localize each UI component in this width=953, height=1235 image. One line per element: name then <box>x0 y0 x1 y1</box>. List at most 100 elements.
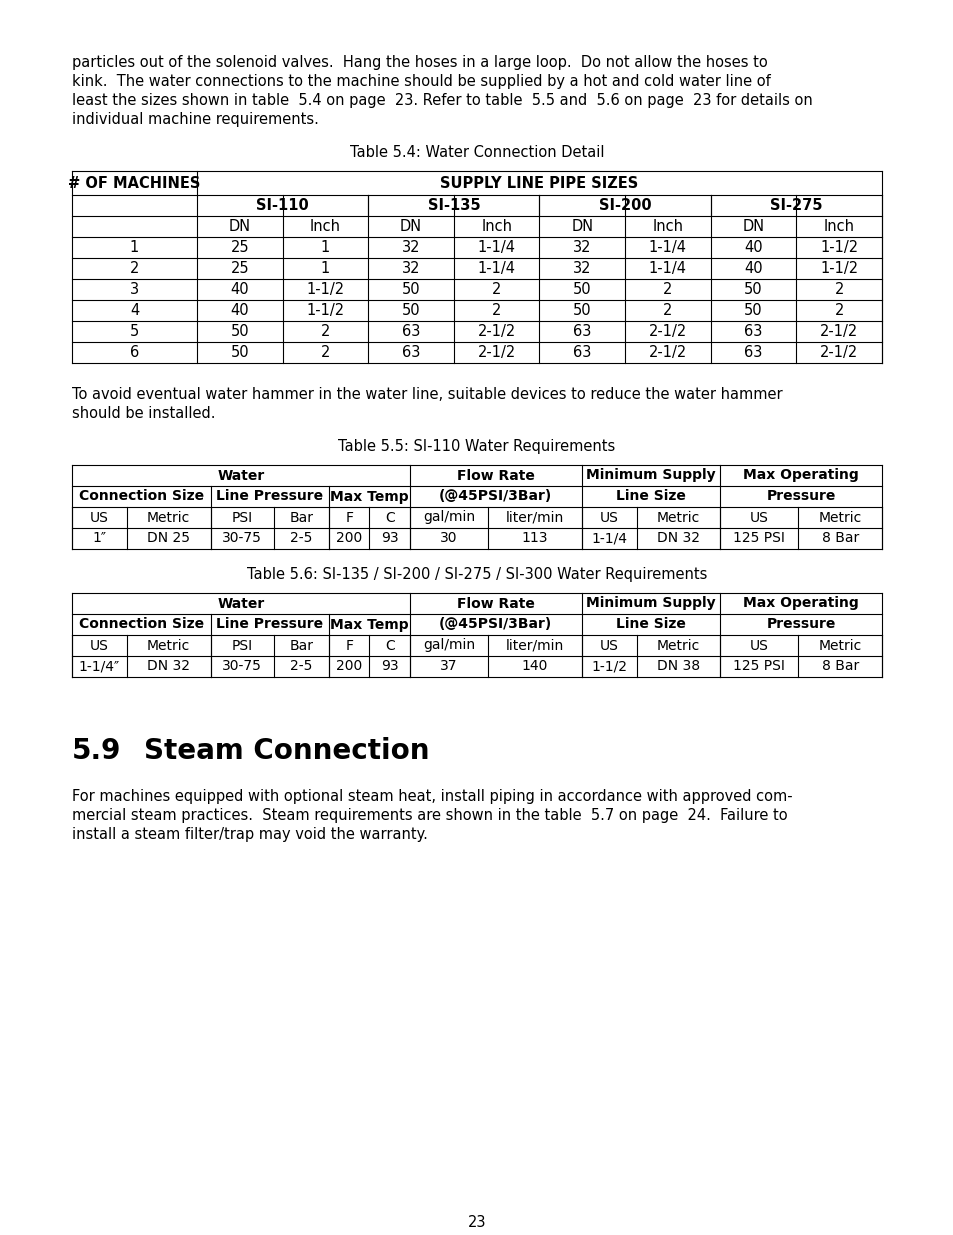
Text: 8 Bar: 8 Bar <box>821 531 858 546</box>
Text: 32: 32 <box>573 240 591 254</box>
Text: SI-135: SI-135 <box>427 198 479 212</box>
Text: kink.  The water connections to the machine should be supplied by a hot and cold: kink. The water connections to the machi… <box>71 74 770 89</box>
Text: 125 PSI: 125 PSI <box>733 659 784 673</box>
Text: Max Temp: Max Temp <box>330 618 408 631</box>
Text: F: F <box>345 510 353 525</box>
Text: PSI: PSI <box>232 638 253 652</box>
Text: 40: 40 <box>743 261 762 275</box>
Text: 32: 32 <box>401 240 420 254</box>
Text: Table 5.4: Water Connection Detail: Table 5.4: Water Connection Detail <box>350 144 603 161</box>
Text: 2-1/2: 2-1/2 <box>820 345 858 359</box>
Text: install a steam filter/trap may void the warranty.: install a steam filter/trap may void the… <box>71 827 428 842</box>
Text: liter/min: liter/min <box>505 510 563 525</box>
Text: DN: DN <box>399 219 421 233</box>
Text: Inch: Inch <box>652 219 682 233</box>
Text: Connection Size: Connection Size <box>79 618 204 631</box>
Text: 2-1/2: 2-1/2 <box>477 345 516 359</box>
Text: US: US <box>749 638 768 652</box>
Text: 30-75: 30-75 <box>222 531 262 546</box>
Text: DN 32: DN 32 <box>657 531 700 546</box>
Text: Inch: Inch <box>480 219 512 233</box>
Text: Line Size: Line Size <box>616 618 685 631</box>
Text: 63: 63 <box>573 345 591 359</box>
Text: 4: 4 <box>130 303 139 317</box>
Text: SI-110: SI-110 <box>256 198 309 212</box>
Text: Metric: Metric <box>818 638 861 652</box>
Text: 1-1/2: 1-1/2 <box>306 303 344 317</box>
Text: gal/min: gal/min <box>422 638 475 652</box>
Text: Minimum Supply: Minimum Supply <box>585 597 715 610</box>
Text: Bar: Bar <box>290 638 314 652</box>
Text: Minimum Supply: Minimum Supply <box>585 468 715 483</box>
Text: 1: 1 <box>130 240 139 254</box>
Text: Pressure: Pressure <box>765 489 835 504</box>
Text: 50: 50 <box>573 303 591 317</box>
Text: 2: 2 <box>320 324 330 338</box>
Text: Line Size: Line Size <box>616 489 685 504</box>
Text: Water: Water <box>217 597 264 610</box>
Text: 25: 25 <box>231 240 249 254</box>
Text: 5.9: 5.9 <box>71 737 121 764</box>
Text: (@45PSI/3Bar): (@45PSI/3Bar) <box>438 489 552 504</box>
Text: 1-1/2: 1-1/2 <box>820 240 858 254</box>
Text: should be installed.: should be installed. <box>71 406 215 421</box>
Text: mercial steam practices.  Steam requirements are shown in the table  5.7 on page: mercial steam practices. Steam requireme… <box>71 808 787 823</box>
Text: 1-1/4: 1-1/4 <box>477 261 516 275</box>
Text: DN 32: DN 32 <box>147 659 190 673</box>
Text: 30: 30 <box>439 531 457 546</box>
Text: 2-5: 2-5 <box>290 659 313 673</box>
Text: DN 38: DN 38 <box>657 659 700 673</box>
Text: 1-1/4: 1-1/4 <box>591 531 626 546</box>
Text: SUPPLY LINE PIPE SIZES: SUPPLY LINE PIPE SIZES <box>440 175 638 190</box>
Text: Inch: Inch <box>310 219 340 233</box>
Text: 2: 2 <box>320 345 330 359</box>
Text: 50: 50 <box>401 303 420 317</box>
Text: 50: 50 <box>231 345 249 359</box>
Text: 50: 50 <box>573 282 591 296</box>
Text: Flow Rate: Flow Rate <box>456 597 534 610</box>
Text: 23: 23 <box>467 1215 486 1230</box>
Text: 2-1/2: 2-1/2 <box>820 324 858 338</box>
Text: 2: 2 <box>130 261 139 275</box>
Text: Max Operating: Max Operating <box>742 468 858 483</box>
Text: DN 25: DN 25 <box>147 531 190 546</box>
Text: 2: 2 <box>492 282 501 296</box>
Text: Water: Water <box>217 468 264 483</box>
Text: 63: 63 <box>573 324 591 338</box>
Text: 63: 63 <box>743 345 762 359</box>
Text: 1-1/4″: 1-1/4″ <box>79 659 120 673</box>
Text: 2: 2 <box>492 303 501 317</box>
Text: 2: 2 <box>662 282 672 296</box>
Text: 63: 63 <box>401 324 420 338</box>
Text: 37: 37 <box>439 659 457 673</box>
Text: 8 Bar: 8 Bar <box>821 659 858 673</box>
Text: For machines equipped with optional steam heat, install piping in accordance wit: For machines equipped with optional stea… <box>71 789 792 804</box>
Text: 32: 32 <box>573 261 591 275</box>
Text: 2: 2 <box>834 282 843 296</box>
Text: US: US <box>749 510 768 525</box>
Text: 140: 140 <box>521 659 547 673</box>
Text: Inch: Inch <box>822 219 854 233</box>
Text: C: C <box>384 510 395 525</box>
Text: DN: DN <box>571 219 593 233</box>
Text: 32: 32 <box>401 261 420 275</box>
Text: Metric: Metric <box>147 638 191 652</box>
Text: 40: 40 <box>743 240 762 254</box>
Text: Steam Connection: Steam Connection <box>144 737 429 764</box>
Text: Flow Rate: Flow Rate <box>456 468 534 483</box>
Text: Table 5.6: SI-135 / SI-200 / SI-275 / SI-300 Water Requirements: Table 5.6: SI-135 / SI-200 / SI-275 / SI… <box>247 567 706 582</box>
Text: 113: 113 <box>521 531 547 546</box>
Text: Metric: Metric <box>818 510 861 525</box>
Text: Bar: Bar <box>290 510 314 525</box>
Text: 200: 200 <box>335 531 362 546</box>
Text: US: US <box>90 510 109 525</box>
Text: 93: 93 <box>380 531 398 546</box>
Text: 2-1/2: 2-1/2 <box>477 324 516 338</box>
Text: 1-1/2: 1-1/2 <box>820 261 858 275</box>
Text: DN: DN <box>229 219 251 233</box>
Text: particles out of the solenoid valves.  Hang the hoses in a large loop.  Do not a: particles out of the solenoid valves. Ha… <box>71 56 767 70</box>
Text: US: US <box>90 638 109 652</box>
Text: SI-275: SI-275 <box>769 198 821 212</box>
Text: Line Pressure: Line Pressure <box>216 618 323 631</box>
Text: Table 5.5: SI-110 Water Requirements: Table 5.5: SI-110 Water Requirements <box>338 438 615 454</box>
